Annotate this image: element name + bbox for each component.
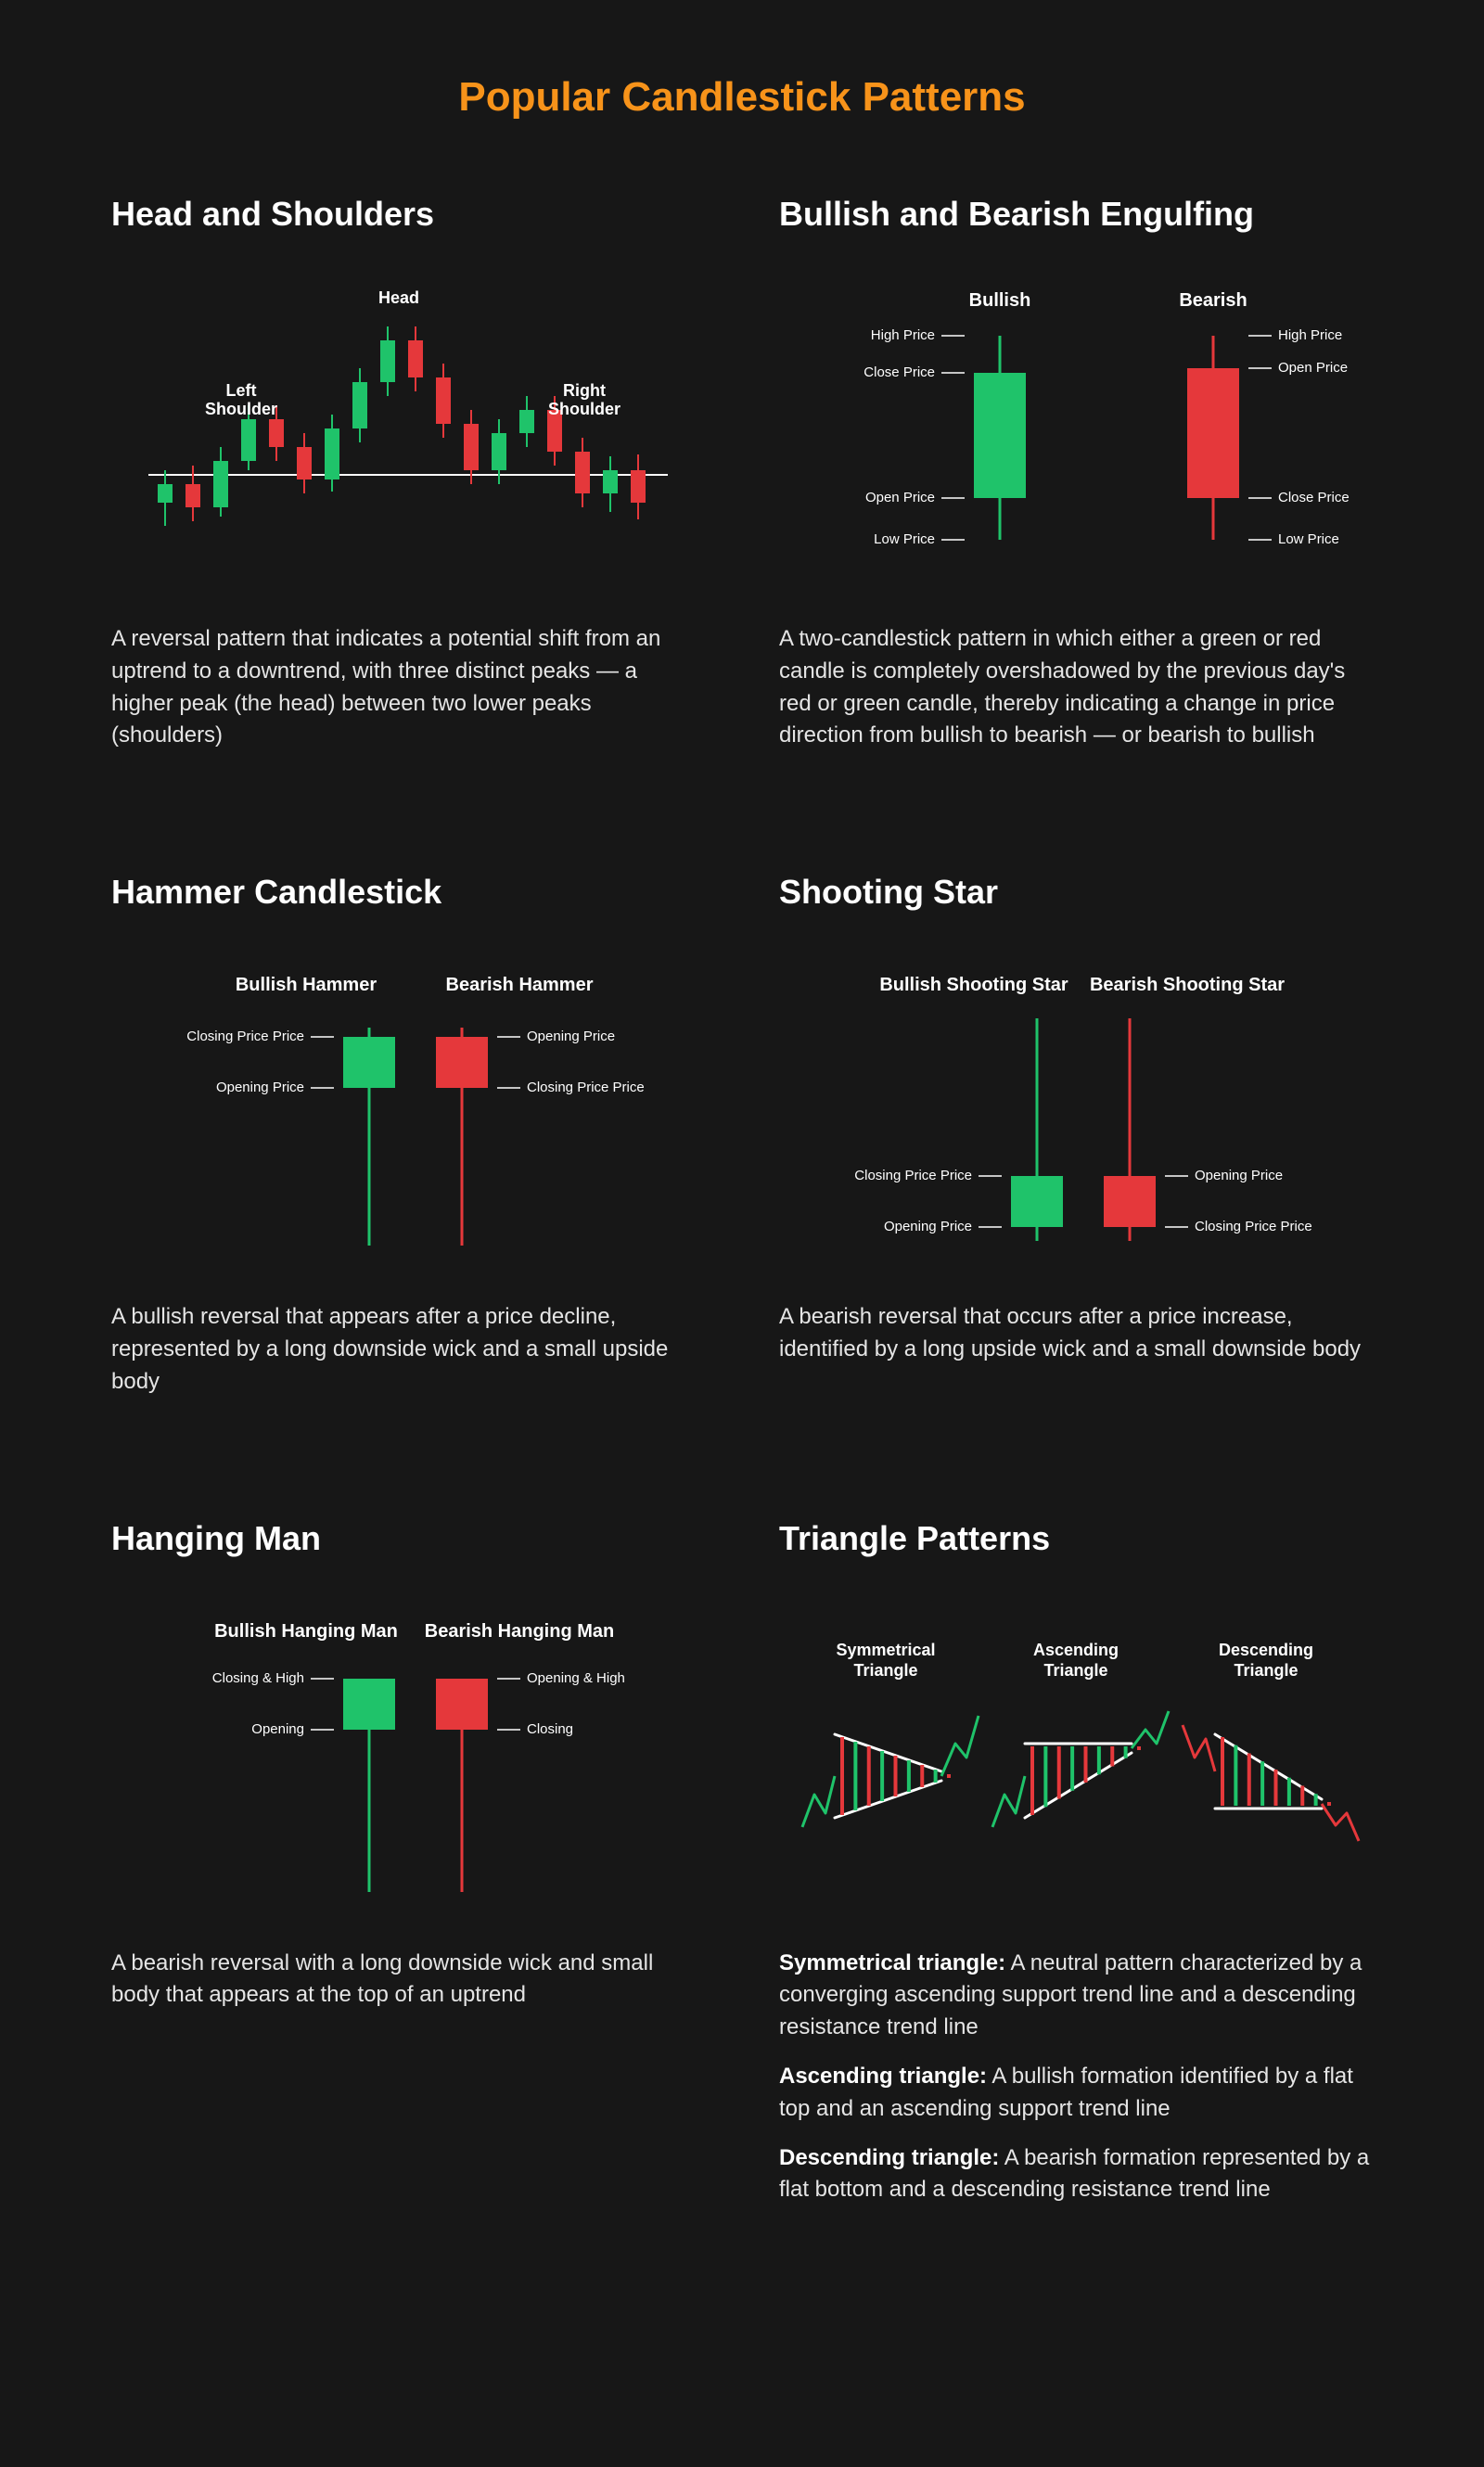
svg-text:Descending: Descending: [1219, 1641, 1313, 1659]
svg-text:Closing Price Price: Closing Price Price: [854, 1168, 972, 1183]
ham-desc: A bullish reversal that appears after a …: [111, 1301, 705, 1398]
ham-chart: Closing Price Price Opening Price Opening …: [111, 940, 705, 1273]
svg-text:Low Price: Low Price: [1278, 531, 1339, 547]
svg-text:Closing Price Price: Closing Price Price: [1195, 1219, 1312, 1234]
panel-triangles: Triangle Patterns Symmetrical Triangle Asc…: [779, 1519, 1373, 2224]
svg-text:Closing Price Price: Closing Price Price: [186, 1029, 304, 1044]
tri-desc: Symmetrical triangle: A neutral pattern …: [779, 1948, 1373, 2207]
pattern-grid: Head and Shoulders LeftShoulderHeadRight…: [111, 195, 1373, 2223]
svg-text:Bullish Hanging Man: Bullish Hanging Man: [214, 1621, 398, 1642]
svg-text:Closing: Closing: [527, 1721, 573, 1737]
hs-desc: A reversal pattern that indicates a pote…: [111, 623, 705, 752]
svg-text:Shoulder: Shoulder: [548, 400, 620, 418]
svg-text:High Price: High Price: [1278, 327, 1342, 343]
panel-hanging-man: Hanging Man Closing & High Opening Opening…: [111, 1519, 705, 2224]
svg-text:Shoulder: Shoulder: [205, 400, 277, 418]
ss-chart: Closing Price Price Opening Price Opening …: [779, 940, 1373, 1273]
svg-text:Closing Price Price: Closing Price Price: [527, 1080, 645, 1095]
svg-text:Triangle: Triangle: [1043, 1661, 1107, 1680]
svg-text:Left: Left: [226, 381, 257, 400]
svg-text:Bullish Shooting Star: Bullish Shooting Star: [879, 975, 1068, 995]
svg-text:High Price: High Price: [871, 327, 935, 343]
svg-text:Ascending: Ascending: [1033, 1641, 1119, 1659]
svg-text:Bearish: Bearish: [1179, 290, 1247, 311]
tri-asc-label: Ascending triangle:: [779, 2064, 987, 2089]
ss-desc: A bearish reversal that occurs after a p…: [779, 1301, 1373, 1366]
svg-text:Low Price: Low Price: [874, 531, 935, 547]
hm-desc: A bearish reversal with a long downside …: [111, 1948, 705, 2013]
panel-shooting-star: Shooting Star Closing Price Price Opening…: [779, 873, 1373, 1398]
eng-desc: A two-candlestick pattern in which eithe…: [779, 623, 1373, 752]
svg-text:Bullish Hammer: Bullish Hammer: [236, 975, 377, 995]
svg-text:Close Price: Close Price: [1278, 490, 1350, 505]
ss-title: Shooting Star: [779, 873, 1373, 912]
page-title: Popular Candlestick Patterns: [111, 74, 1373, 121]
svg-text:Bullish: Bullish: [969, 290, 1031, 311]
svg-text:Opening Price: Opening Price: [216, 1080, 304, 1095]
svg-text:Bearish Hanging Man: Bearish Hanging Man: [425, 1621, 614, 1642]
svg-text:Triangle: Triangle: [1234, 1661, 1298, 1680]
svg-text:Opening Price: Opening Price: [1195, 1168, 1283, 1183]
svg-text:Opening: Opening: [251, 1721, 304, 1737]
hm-title: Hanging Man: [111, 1519, 705, 1558]
hs-chart: LeftShoulderHeadRightShoulder: [111, 262, 705, 595]
svg-text:Close Price: Close Price: [864, 364, 935, 380]
ham-title: Hammer Candlestick: [111, 873, 705, 912]
svg-text:Head: Head: [378, 288, 419, 307]
hs-title: Head and Shoulders: [111, 195, 705, 234]
tri-title: Triangle Patterns: [779, 1519, 1373, 1558]
svg-text:Closing & High: Closing & High: [212, 1670, 304, 1686]
svg-text:Opening Price: Opening Price: [884, 1219, 972, 1234]
panel-hammer: Hammer Candlestick Closing Price Price Op…: [111, 873, 705, 1398]
tri-chart: Symmetrical Triangle Ascending Triangle Desc…: [779, 1586, 1373, 1920]
svg-text:Open Price: Open Price: [1278, 360, 1348, 376]
hm-chart: Closing & High Opening Opening & High Closi…: [111, 1586, 705, 1920]
svg-text:Opening & High: Opening & High: [527, 1670, 625, 1686]
svg-text:Bearish Shooting Star: Bearish Shooting Star: [1090, 975, 1285, 995]
tri-sym-label: Symmetrical triangle:: [779, 1950, 1005, 1975]
svg-text:Right: Right: [563, 381, 606, 400]
svg-text:Bearish Hammer: Bearish Hammer: [446, 975, 594, 995]
eng-title: Bullish and Bearish Engulfing: [779, 195, 1373, 234]
tri-desc-label: Descending triangle:: [779, 2145, 999, 2170]
panel-engulfing: Bullish and Bearish Engulfing High Price…: [779, 195, 1373, 752]
svg-text:Triangle: Triangle: [853, 1661, 917, 1680]
svg-text:Symmetrical: Symmetrical: [836, 1641, 935, 1659]
eng-chart: High Price Close Price Open Price Low Price…: [779, 262, 1373, 595]
panel-head-shoulders: Head and Shoulders LeftShoulderHeadRight…: [111, 195, 705, 752]
svg-text:Open Price: Open Price: [865, 490, 935, 505]
svg-text:Opening Price: Opening Price: [527, 1029, 615, 1044]
